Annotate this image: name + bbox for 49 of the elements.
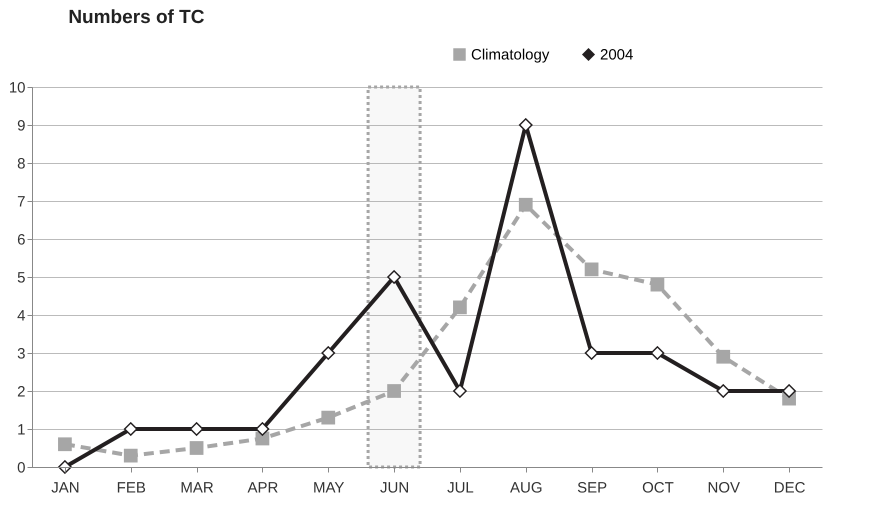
y-tick-label: 6: [17, 232, 26, 248]
point: [584, 346, 598, 360]
point: [650, 278, 664, 292]
point: [256, 432, 270, 446]
y-tick-label: 9: [17, 118, 26, 134]
y-tick-label: 10: [8, 80, 26, 96]
point: [782, 384, 796, 398]
y-tick-label: 5: [17, 270, 26, 286]
point: [716, 350, 730, 364]
point: [387, 270, 401, 284]
point: [518, 118, 533, 132]
x-tick-label: MAR: [180, 480, 214, 496]
point: [387, 384, 401, 398]
point: [518, 198, 533, 212]
point: [453, 300, 467, 314]
chart-title: Numbers of TC: [68, 7, 205, 28]
point: [321, 346, 336, 360]
y-tick-label: 4: [17, 308, 26, 324]
point: [650, 346, 664, 360]
x-tick-label: JAN: [51, 480, 80, 496]
point: [124, 448, 138, 462]
y-tick-label: 0: [17, 460, 26, 476]
x-tick-label: MAY: [313, 480, 344, 496]
point: [453, 384, 467, 398]
legend-label: 2004: [600, 46, 634, 64]
point: [716, 384, 730, 398]
legend-label: Climatology: [471, 46, 550, 64]
x-tick-label: APR: [247, 480, 279, 496]
point: [321, 410, 336, 424]
point: [190, 422, 204, 436]
point: [584, 262, 598, 276]
y-tick-label: 1: [17, 422, 26, 438]
y-tick-label: 7: [17, 194, 26, 210]
y-tick-label: 3: [17, 346, 26, 362]
x-tick-label: AUG: [510, 480, 543, 496]
point: [124, 422, 138, 436]
point: [190, 441, 204, 455]
y-tick-label: 2: [17, 384, 26, 400]
x-tick-label: FEB: [116, 480, 146, 496]
point: [58, 437, 72, 452]
point: [256, 422, 270, 436]
point: [58, 460, 72, 474]
x-tick-label: SEP: [577, 480, 608, 496]
x-tick-label: JUL: [447, 480, 474, 496]
x-tick-label: DEC: [774, 480, 806, 496]
x-tick-label: JUN: [380, 480, 410, 496]
x-tick-label: OCT: [642, 480, 674, 496]
y-tick-label: 8: [17, 156, 26, 172]
x-tick-label: NOV: [707, 480, 740, 496]
